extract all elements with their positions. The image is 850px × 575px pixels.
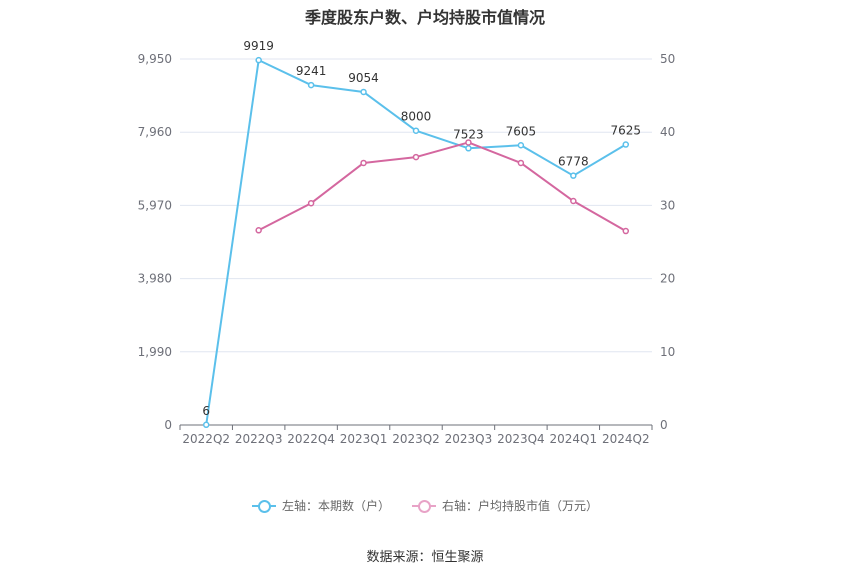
data-point-right xyxy=(360,159,367,167)
data-point-left xyxy=(202,421,210,429)
legend-item-left[interactable]: 左轴：本期数（户） xyxy=(251,497,390,514)
series-line-right xyxy=(258,141,627,232)
data-point-right xyxy=(465,139,472,146)
source-note: 数据来源：恒生聚源 xyxy=(366,550,484,565)
legend-marker-left xyxy=(251,499,276,513)
data-point-left xyxy=(255,56,262,64)
x-tick-label: 2023Q2 xyxy=(392,432,440,446)
legend-item-right[interactable]: 右轴：户均持股市值（万元） xyxy=(412,497,598,514)
data-point-left xyxy=(360,88,367,96)
data-point-left xyxy=(465,145,472,152)
y-right-tick-label: 0 xyxy=(660,418,668,432)
data-label: 8000 xyxy=(401,110,432,124)
data-label: 7605 xyxy=(506,124,537,138)
data-label: 6 xyxy=(202,404,210,418)
y-right-tick-label: 40 xyxy=(660,125,675,139)
data-point-right xyxy=(307,199,315,207)
data-label: 9241 xyxy=(296,64,327,78)
data-point-left xyxy=(570,172,577,179)
y-left-tick-label: 3,980 xyxy=(138,272,172,286)
data-label: 6778 xyxy=(558,155,589,169)
x-tick-label: 2024Q2 xyxy=(602,432,650,446)
x-tick-label: 2024Q1 xyxy=(550,432,598,446)
legend-label-right: 右轴：户均持股市值（万元） xyxy=(442,499,599,513)
data-point-left xyxy=(307,81,315,89)
x-tick-label: 2022Q3 xyxy=(235,432,283,446)
chart-title: 季度股东户数、户均持股市值情况 xyxy=(304,8,545,27)
x-tick-label: 2023Q1 xyxy=(340,432,388,446)
data-point-right xyxy=(412,153,420,161)
data-point-left xyxy=(517,142,525,149)
data-point-right xyxy=(570,197,577,205)
y-left-tick-label: 9,950 xyxy=(138,52,172,66)
legend-label-left: 左轴：本期数（户） xyxy=(281,499,390,513)
data-label: 7523 xyxy=(453,127,484,141)
y-left-tick-label: 5,970 xyxy=(138,198,172,212)
data-label: 9919 xyxy=(243,39,274,53)
y-left-tick-label: 7,960 xyxy=(138,125,172,139)
x-tick-label: 2023Q3 xyxy=(445,432,493,446)
data-point-left xyxy=(412,127,420,134)
data-label: 7625 xyxy=(611,124,642,138)
data-point-right xyxy=(517,159,525,167)
y-right-tick-label: 20 xyxy=(660,272,675,286)
data-label: 9054 xyxy=(348,71,379,85)
y-left-tick-label: 1,990 xyxy=(138,345,172,359)
legend-marker-right xyxy=(412,499,436,513)
data-point-right xyxy=(255,227,262,234)
legend: 左轴：本期数（户） 右轴：户均持股市值（万元） xyxy=(0,497,850,514)
x-tick-label: 2022Q2 xyxy=(182,432,230,446)
y-left-tick-label: 0 xyxy=(164,418,172,432)
y-right-tick-label: 30 xyxy=(660,198,675,212)
x-tick-label: 2022Q4 xyxy=(287,432,335,446)
y-right-tick-label: 10 xyxy=(660,345,675,359)
y-right-tick-label: 50 xyxy=(660,52,675,66)
data-point-right xyxy=(622,227,630,235)
x-tick-label: 2023Q4 xyxy=(497,432,545,446)
data-point-left xyxy=(622,141,630,148)
